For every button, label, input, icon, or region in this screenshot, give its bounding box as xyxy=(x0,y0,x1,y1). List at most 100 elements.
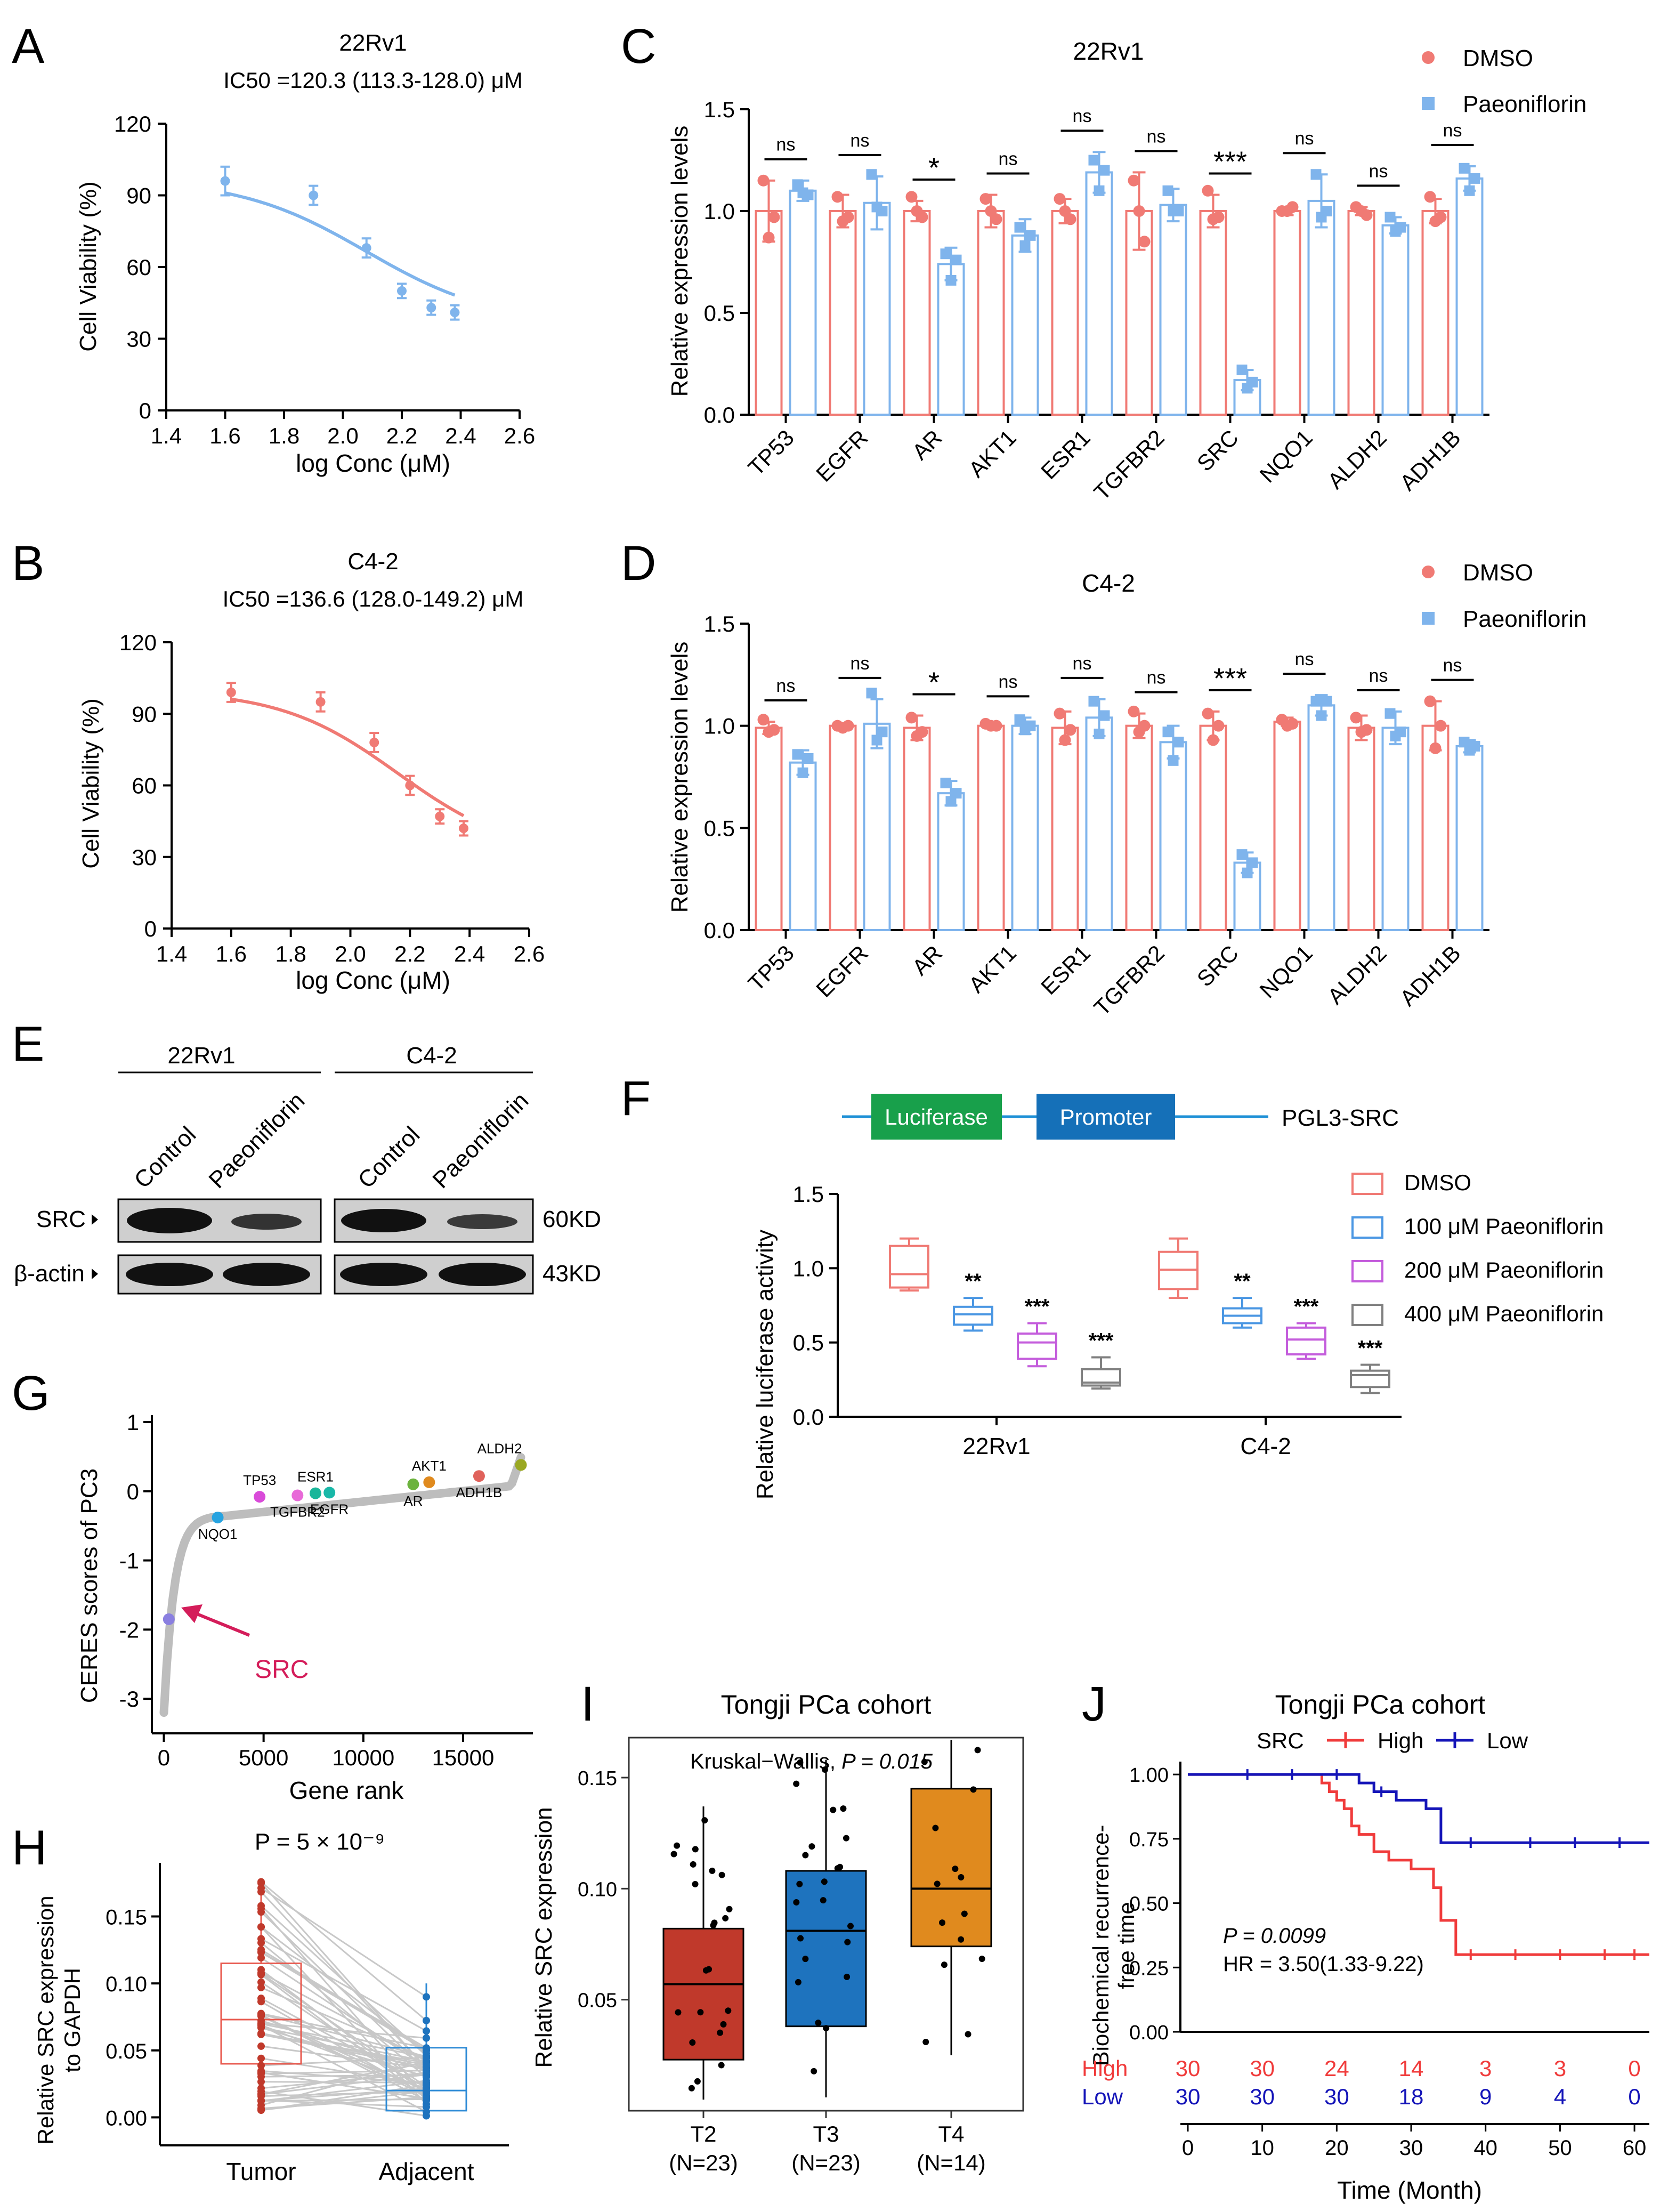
lane-label-control-1: Control xyxy=(129,1121,201,1193)
size-label-43kd: 43KD xyxy=(542,1261,601,1287)
panel-d-dot-paeoniflorin xyxy=(1316,710,1327,721)
panel-i-dot xyxy=(961,1910,968,1917)
panel-label-e: E xyxy=(12,1017,44,1071)
panel-c-bar-dmso xyxy=(903,210,931,416)
panel-b-x-tick-label: 2.0 xyxy=(335,941,366,966)
panel-c-dot-paeoniflorin xyxy=(1459,163,1470,174)
panel-c-dot-paeoniflorin xyxy=(792,179,803,190)
panel-c-sig-label: ns xyxy=(776,135,796,155)
panel-h-pair-line xyxy=(261,2073,427,2095)
panel-c-dot-dmso xyxy=(979,193,992,205)
panel-h-chart: P = 5 × 10⁻⁹ Relative SRC expression to … xyxy=(33,1829,509,2185)
panel-c-category-label: AR xyxy=(907,425,947,465)
panel-j-y-tick-label: 1.00 xyxy=(1129,1764,1169,1787)
panel-c-bar-paeoniflorin xyxy=(863,201,891,416)
panel-f-chart: Luciferase Promoter PGL3-SRC Relative lu… xyxy=(752,1094,1604,1499)
panel-f-box xyxy=(1350,1369,1390,1388)
panel-f-sig-label: *** xyxy=(1294,1295,1319,1318)
panel-a-point xyxy=(361,243,371,253)
panel-d-dot-paeoniflorin xyxy=(1464,745,1475,756)
panel-g-gene-point xyxy=(309,1487,321,1499)
panel-d-bar-dmso xyxy=(1347,726,1375,931)
panel-i-dot xyxy=(840,1805,847,1812)
panel-i-dot xyxy=(808,1843,815,1850)
panel-g-gene-point xyxy=(423,1476,435,1488)
panel-j-chart: Tongji PCa cohort SRC High Low Biochemic… xyxy=(1082,1690,1649,2204)
panel-c-bar-dmso xyxy=(829,210,857,416)
panel-b-point xyxy=(435,811,445,821)
panel-i-dot xyxy=(958,1936,965,1943)
panel-i-dot xyxy=(952,1866,959,1872)
construct-name: PGL3-SRC xyxy=(1282,1105,1399,1131)
panel-h-category-label: Adjacent xyxy=(378,2158,474,2185)
panel-h-pair-line xyxy=(261,1957,427,2068)
panel-d-dot-dmso xyxy=(1133,726,1145,738)
panel-g-gene-point xyxy=(515,1459,527,1471)
panel-h-dot-adjacent xyxy=(423,2034,430,2042)
panel-d-title: C4-2 xyxy=(1082,569,1135,597)
panel-i-plot: 0.05 0.10 0.15 T2 (N=23) T3 (N=23) T4 (N=14) xyxy=(578,1737,1024,2175)
construct-luciferase-box xyxy=(871,1094,1002,1140)
panel-i-category-label: T3 xyxy=(813,2121,839,2146)
panel-h-pair-line xyxy=(261,2045,427,2069)
panel-j-risk-low: 18 xyxy=(1399,2084,1424,2109)
panel-j-y-tick-label: 0.00 xyxy=(1129,2022,1169,2044)
panel-h-dot-adjacent xyxy=(423,2052,430,2060)
panel-g-gene-label: AKT1 xyxy=(412,1458,447,1474)
panel-c-category-label: NQO1 xyxy=(1254,425,1317,487)
panel-d-dot-dmso xyxy=(1435,720,1447,732)
panel-c-bar-dmso xyxy=(1199,210,1227,416)
panel-f-ylabel: Relative luciferase activity xyxy=(752,1230,778,1499)
panel-a-y-tick-label: 0 xyxy=(139,398,151,423)
panel-c-sig-label: *** xyxy=(1213,146,1247,177)
panel-i-y-tick-label: 0.10 xyxy=(578,1878,617,1901)
panel-label-g: G xyxy=(12,1366,50,1420)
panel-c-dot-paeoniflorin xyxy=(951,254,962,265)
panel-b-y-tick-label: 60 xyxy=(132,773,157,798)
panel-i-dot xyxy=(694,2078,701,2085)
panel-h-dot-tumor xyxy=(257,2070,265,2078)
panel-i-pvalue: P = 0.015 xyxy=(841,1750,933,1773)
panel-i-dot xyxy=(675,2009,682,2016)
panel-h-dot-adjacent xyxy=(423,2112,430,2120)
panel-f-sig-label: *** xyxy=(1358,1336,1383,1360)
panel-d-sig-label: ns xyxy=(1369,666,1388,686)
panel-h-dot-tumor xyxy=(257,2062,265,2070)
panel-h-pair-line xyxy=(261,2057,427,2086)
panel-j-ylabel-1: Biochemical recurrence- xyxy=(1088,1825,1113,2066)
panel-a-x-tick-label: 2.0 xyxy=(327,423,358,448)
panel-d-dot-dmso xyxy=(1207,734,1219,746)
panel-f-category-label: C4-2 xyxy=(1240,1433,1291,1459)
panel-j-pvalue: P = 0.0099 xyxy=(1223,1924,1326,1948)
panel-d-sig-label: ns xyxy=(776,676,796,696)
panel-c-dot-paeoniflorin xyxy=(1019,240,1031,251)
panel-h-pair-line xyxy=(261,2015,427,2097)
panel-a-chart: 22Rv1 IC50 =120.3 (113.3-128.0) μM 1.4 1.… xyxy=(75,30,535,477)
panel-b-point xyxy=(369,737,379,747)
panel-b-ylabel: Cell Viability (%) xyxy=(78,698,104,869)
panel-d-sig-label: ns xyxy=(851,653,870,674)
panel-d-category-label: SRC xyxy=(1192,940,1243,991)
panel-i-dot xyxy=(797,1759,804,1766)
panel-b-y-tick-label: 0 xyxy=(144,916,157,941)
panel-e-western-blot: 22Rv1 C4-2 Control Paeoniflorin Control … xyxy=(14,1043,601,1295)
panel-c-bar-paeoniflorin xyxy=(789,189,817,416)
panel-g-xlabel: Gene rank xyxy=(289,1777,404,1804)
panel-h-dot-tumor xyxy=(257,1969,265,1977)
panel-i-dot xyxy=(702,1967,709,1974)
panel-g-gene-point xyxy=(292,1489,304,1501)
panel-i-dot xyxy=(844,1973,851,1980)
panel-d-sig-label: *** xyxy=(1213,663,1247,695)
panel-c-y-tick-label: 0.0 xyxy=(704,402,735,427)
panel-d-category-label: AR xyxy=(907,940,947,980)
panel-c-legend-dmso: DMSO xyxy=(1463,45,1533,71)
blot-header-22rv1: 22Rv1 xyxy=(167,1043,235,1069)
panel-i-dot xyxy=(932,1825,939,1831)
panel-d-y-tick-label: 1.0 xyxy=(704,714,735,739)
panel-i-dot xyxy=(793,1899,800,1906)
panel-h-dot-adjacent xyxy=(423,2087,430,2095)
band-actin-paeoniflorin-c42 xyxy=(439,1263,526,1286)
panel-d-chart: C4-2 Relative expression levels DMSO Pae… xyxy=(667,560,1586,1021)
panel-i-dot xyxy=(844,1939,851,1945)
